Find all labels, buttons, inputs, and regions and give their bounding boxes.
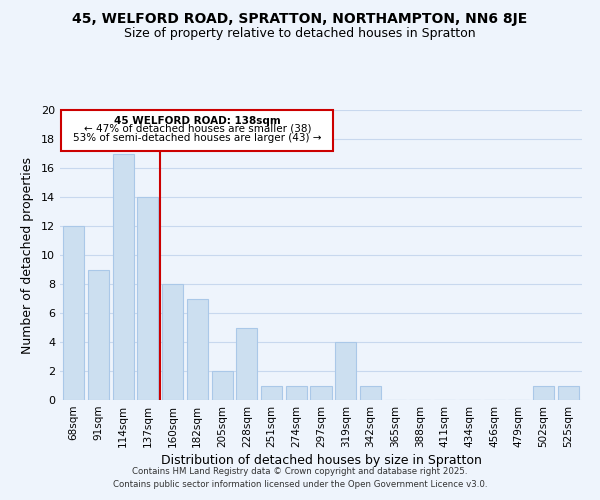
Bar [558, 386, 579, 400]
Text: 45 WELFORD ROAD: 138sqm: 45 WELFORD ROAD: 138sqm [114, 116, 281, 126]
Bar [137, 197, 158, 400]
Text: Contains HM Land Registry data © Crown copyright and database right 2025.: Contains HM Land Registry data © Crown c… [132, 467, 468, 476]
Bar [63, 226, 84, 400]
Text: Contains public sector information licensed under the Open Government Licence v3: Contains public sector information licen… [113, 480, 487, 489]
Bar [310, 386, 332, 400]
Bar [187, 298, 208, 400]
Bar [212, 371, 233, 400]
Bar [360, 386, 381, 400]
FancyBboxPatch shape [61, 110, 334, 150]
Text: 53% of semi-detached houses are larger (43) →: 53% of semi-detached houses are larger (… [73, 133, 322, 143]
Text: Size of property relative to detached houses in Spratton: Size of property relative to detached ho… [124, 28, 476, 40]
Text: ← 47% of detached houses are smaller (38): ← 47% of detached houses are smaller (38… [83, 124, 311, 134]
Bar [162, 284, 183, 400]
Bar [286, 386, 307, 400]
Bar [88, 270, 109, 400]
Bar [261, 386, 282, 400]
Bar [113, 154, 134, 400]
X-axis label: Distribution of detached houses by size in Spratton: Distribution of detached houses by size … [161, 454, 481, 467]
Bar [236, 328, 257, 400]
Text: 45, WELFORD ROAD, SPRATTON, NORTHAMPTON, NN6 8JE: 45, WELFORD ROAD, SPRATTON, NORTHAMPTON,… [73, 12, 527, 26]
Bar [335, 342, 356, 400]
Y-axis label: Number of detached properties: Number of detached properties [21, 156, 34, 354]
Bar [533, 386, 554, 400]
